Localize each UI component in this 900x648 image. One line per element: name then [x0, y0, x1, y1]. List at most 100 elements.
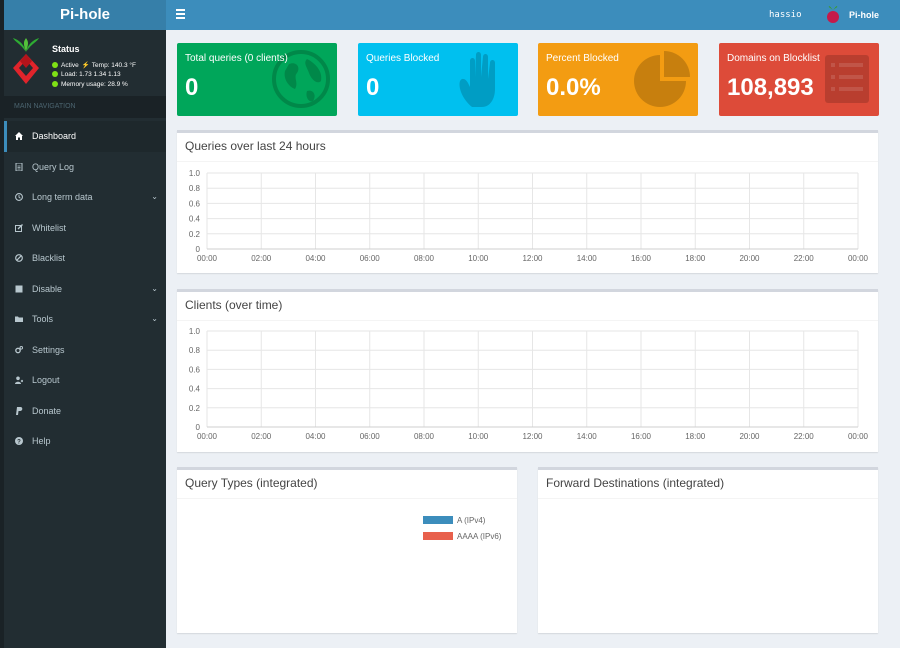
stat-value: 108,893: [727, 74, 814, 101]
hostname-label: hassio: [769, 10, 802, 20]
forward-destinations-panel: Forward Destinations (integrated): [538, 467, 878, 633]
status-active: Active: [61, 62, 79, 69]
stat-domains-on-blocklist[interactable]: Domains on Blocklist 108,893: [719, 43, 879, 116]
x-tick-label: 00:00: [197, 254, 218, 263]
y-tick-label: 0.8: [189, 184, 201, 193]
x-tick-label: 00:00: [848, 432, 869, 441]
status-memory-line: Memory usage: 28.9 %: [52, 81, 128, 88]
stat-label: Total queries (0 clients): [185, 53, 288, 64]
sidebar-item-long-term-data[interactable]: Long term data ⌄: [4, 182, 166, 213]
stat-value: 0: [366, 74, 380, 101]
y-tick-label: 0: [196, 423, 201, 432]
sidebar-item-label: Help: [32, 436, 51, 446]
status-load: Load: 1.73 1.34 1.13: [61, 71, 121, 78]
legend-item[interactable]: AAAA (IPv6): [423, 528, 501, 544]
app-logo[interactable]: Pi-hole: [4, 0, 166, 30]
user-menu-label[interactable]: Pi-hole: [849, 10, 880, 20]
x-tick-label: 18:00: [685, 254, 706, 263]
x-tick-label: 08:00: [414, 254, 435, 263]
stat-label: Queries Blocked: [366, 53, 440, 64]
stat-label: Domains on Blocklist: [727, 53, 820, 64]
file-text-icon: [15, 162, 23, 171]
clients-line-chart[interactable]: 00:00 02:00 04:00 06:00 08:00 10:00 12:00 14:00…: [177, 322, 878, 452]
sidebar-toggle-icon[interactable]: [176, 9, 185, 19]
sidebar-item-settings[interactable]: Settings: [4, 335, 166, 366]
load-dot-icon: [52, 71, 58, 77]
legend-swatch: [423, 532, 453, 540]
sidebar-item-help[interactable]: ? Help: [4, 426, 166, 457]
legend-swatch: [423, 516, 453, 524]
chevron-down-icon[interactable]: ⌄: [151, 192, 158, 201]
sidebar-item-query-log[interactable]: Query Log: [4, 152, 166, 183]
status-load-line: Load: 1.73 1.34 1.13: [52, 71, 121, 78]
sidebar: Status Active ⚡ Temp: 140.3 °F Load: 1.73 …: [4, 30, 166, 648]
panel-divider: [177, 161, 878, 162]
history-icon: [15, 193, 23, 201]
folder-icon: [15, 316, 23, 322]
sidebar-item-disable[interactable]: Disable ⌄: [4, 274, 166, 305]
x-tick-label: 12:00: [522, 254, 543, 263]
sidebar-item-label: Settings: [32, 344, 65, 355]
user-times-icon: [15, 376, 23, 384]
panel-divider: [538, 498, 878, 499]
sidebar-item-label: Tools: [32, 314, 54, 324]
raspberry-icon[interactable]: [825, 6, 841, 29]
clients-over-time-panel: Clients (over time) 00:00 02:00 04:00 06:00…: [177, 289, 878, 452]
x-tick-label: 02:00: [251, 254, 272, 263]
stat-percent-blocked[interactable]: Percent Blocked 0.0%: [538, 43, 698, 116]
sidebar-item-donate[interactable]: Donate: [4, 396, 166, 427]
sidebar-item-label: Dashboard: [32, 131, 77, 141]
y-tick-label: 1.0: [189, 169, 201, 178]
window-edge: [0, 0, 4, 648]
y-tick-label: 0: [196, 245, 201, 254]
x-tick-label: 10:00: [468, 254, 489, 263]
x-tick-label: 16:00: [631, 254, 652, 263]
y-tick-label: 0.2: [189, 404, 201, 413]
queries-line-chart[interactable]: 00:00 02:00 04:00 06:00 08:00 10:00 12:00 14:00…: [177, 163, 878, 273]
pencil-square-icon: [15, 223, 23, 232]
panel-title: Queries over last 24 hours: [185, 139, 326, 153]
status-temp: Temp: 140.3 °F: [91, 62, 136, 69]
paypal-icon: [16, 406, 23, 415]
status-title: Status: [52, 44, 80, 54]
sidebar-item-whitelist[interactable]: Whitelist: [4, 213, 166, 244]
y-tick-label: 0.6: [189, 199, 201, 208]
query-types-legend: A (IPv4) AAAA (IPv6): [423, 512, 501, 544]
ban-icon: [15, 254, 23, 262]
stat-label: Percent Blocked: [546, 53, 619, 64]
sidebar-item-label: Query Log: [32, 161, 75, 172]
gears-icon: [15, 345, 23, 353]
sidebar-item-dashboard[interactable]: Dashboard: [4, 121, 166, 152]
panel-divider: [177, 320, 878, 321]
hand-icon: [459, 52, 495, 107]
x-tick-label: 22:00: [794, 254, 815, 263]
x-tick-label: 20:00: [739, 254, 760, 263]
stop-icon: [15, 285, 23, 292]
question-circle-icon: ?: [15, 437, 23, 445]
chevron-down-icon[interactable]: ⌄: [151, 283, 158, 293]
stat-total-queries[interactable]: Total queries (0 clients) 0: [177, 43, 337, 116]
y-tick-label: 0.4: [189, 215, 201, 224]
sidebar-item-label: Long term data: [32, 192, 93, 202]
nav-header: MAIN NAVIGATION: [4, 96, 166, 118]
sidebar-item-label: Blacklist: [32, 253, 66, 263]
x-tick-label: 00:00: [197, 432, 218, 441]
panel-title: Forward Destinations (integrated): [546, 476, 725, 490]
y-tick-label: 0.6: [189, 365, 201, 374]
x-tick-label: 16:00: [631, 432, 652, 441]
sidebar-item-blacklist[interactable]: Blacklist: [4, 243, 166, 274]
stat-queries-blocked[interactable]: Queries Blocked 0: [358, 43, 518, 116]
queries-over-time-panel: Queries over last 24 hours 00:00 02:00 04:…: [177, 130, 878, 273]
memory-dot-icon: [52, 81, 58, 87]
svg-text:?: ?: [17, 439, 21, 445]
panel-title: Query Types (integrated): [185, 476, 318, 490]
y-tick-label: 0.8: [189, 346, 201, 355]
top-navbar: hassio Pi-hole: [166, 0, 900, 30]
home-icon: [15, 132, 23, 140]
legend-item[interactable]: A (IPv4): [423, 512, 501, 528]
sidebar-item-logout[interactable]: Logout: [4, 365, 166, 396]
sidebar-item-tools[interactable]: Tools ⌄: [4, 304, 166, 335]
x-tick-label: 02:00: [251, 432, 272, 441]
y-tick-label: 0.4: [189, 385, 201, 394]
chevron-down-icon[interactable]: ⌄: [151, 314, 158, 323]
